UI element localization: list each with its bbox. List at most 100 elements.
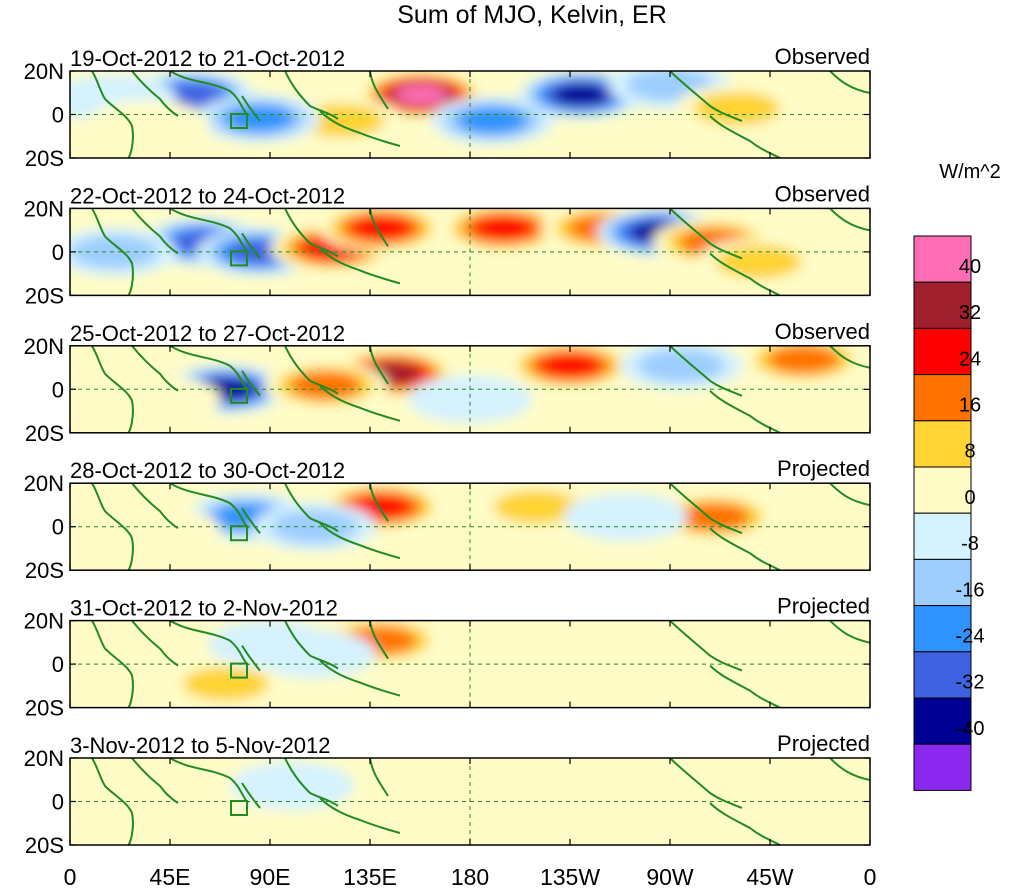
coastline [709,527,781,571]
colorbar-swatch [913,558,972,607]
colorbar: W/m^2 40 32 24 16 8 0 -8 -16 -24 -32 -40 [913,161,1001,791]
y-tick-label: 0 [52,377,64,402]
anomaly-blob [182,667,269,701]
coastline [709,115,781,158]
coastline [284,71,339,120]
coastline [709,664,781,708]
anomaly-blob [552,83,610,106]
panel-period: 22-Oct-2012 to 24-Oct-2012 [70,183,345,208]
panel-period: 25-Oct-2012 to 27-Oct-2012 [70,321,345,346]
anomaly-blob [341,793,466,842]
coastline [669,208,743,260]
coastline [369,758,389,797]
colorbar-tick-label: 32 [959,302,981,324]
coastline [669,483,743,535]
x-tick-label: 0 [64,864,77,889]
anomaly-blob [252,630,377,679]
anomaly-field [70,208,870,296]
anomaly-field [91,620,870,708]
x-tick-label: 45W [746,864,794,889]
anomaly-field [91,758,870,845]
coastline [319,659,401,697]
panel-1: 20N 0 20S 19-Oct-2012 to 21-Oct-2012 Observe… [24,44,871,171]
x-tick-label: 45E [150,864,191,889]
anomaly-field [91,345,870,433]
anomaly-blob [297,103,385,138]
y-tick-label: 20S [25,696,64,721]
coastline [131,345,179,392]
colorbar-tick-label: 0 [964,487,975,509]
coastline [169,620,249,667]
y-tick-label: 20N [24,196,64,221]
coastline [91,345,134,433]
colorbar-tick-label: -32 [956,672,985,694]
panels: 20N 0 20S 19-Oct-2012 to 21-Oct-2012 Observe… [24,44,871,858]
anomaly-blob [679,503,750,531]
coastline [131,758,179,804]
y-tick-label: 20N [24,471,64,496]
panel-period: 19-Oct-2012 to 21-Oct-2012 [70,46,345,71]
panel-6: 20N 0 20S 3-Nov-2012 to 5-Nov-2012 Projected [24,731,871,858]
y-tick-label: 0 [52,652,64,677]
anomaly-field [91,483,870,571]
colorbar-swatch [913,466,972,514]
panel-period: 31-Oct-2012 to 2-Nov-2012 [70,596,338,621]
coastline [829,71,870,94]
anomaly-blob [394,84,448,105]
coastlines [91,208,870,296]
anomaly-blob [290,371,361,400]
colorbar-swatch [913,235,972,283]
coastline [709,252,781,296]
y-tick-label: 0 [52,790,64,815]
coastline [369,483,389,522]
panel-kind: Projected [777,731,870,756]
colorbar-swatch [913,374,972,422]
anomaly-blob [563,492,688,541]
coastline [91,71,134,158]
anomaly-blob [85,100,210,149]
coastline [91,758,134,845]
coastline [131,483,179,530]
x-tick-label: 135E [343,864,397,889]
anomaly-field [70,71,870,158]
y-tick-label: 0 [52,240,64,265]
coastline [829,208,870,232]
panel-kind: Observed [775,44,870,69]
y-tick-label: 20S [25,146,64,171]
coastlines [91,345,870,433]
y-tick-label: 20N [24,609,64,634]
y-tick-label: 0 [52,103,64,128]
panel-3: 20N 0 20S 25-Oct-2012 to 27-Oct-2012 Observe… [24,319,871,446]
coastline [131,208,179,255]
anomaly-blob [350,494,413,519]
coastline [709,802,781,845]
coastlines [91,483,870,571]
coastline [829,758,870,781]
anomaly-blob [539,353,601,378]
colorbar-tick-label: 24 [959,348,981,370]
coastline [91,483,134,571]
coastline [91,620,134,708]
y-tick-label: 20S [25,421,64,446]
colorbar-tick-label: 40 [959,256,981,278]
anomaly-blob [456,106,528,135]
colorbar-tick-label: -24 [956,626,985,648]
colorbar-swatch [913,743,972,791]
coastline [369,208,389,247]
coastline [91,208,134,296]
x-tick-label: 180 [451,864,489,889]
coastline [669,71,743,122]
x-tick-label: 90E [250,864,291,889]
colorbar-tick-label: -40 [956,718,985,740]
coastline [829,345,870,369]
coastline [319,385,401,422]
coastline [319,247,401,285]
coastline [284,620,339,670]
x-tick-label: 90W [646,864,694,889]
panel-kind: Observed [775,319,870,344]
coastline [284,758,339,807]
coastline [369,71,389,110]
coastline [319,797,401,834]
anomaly-blob [408,375,532,424]
y-tick-label: 20N [24,334,64,359]
